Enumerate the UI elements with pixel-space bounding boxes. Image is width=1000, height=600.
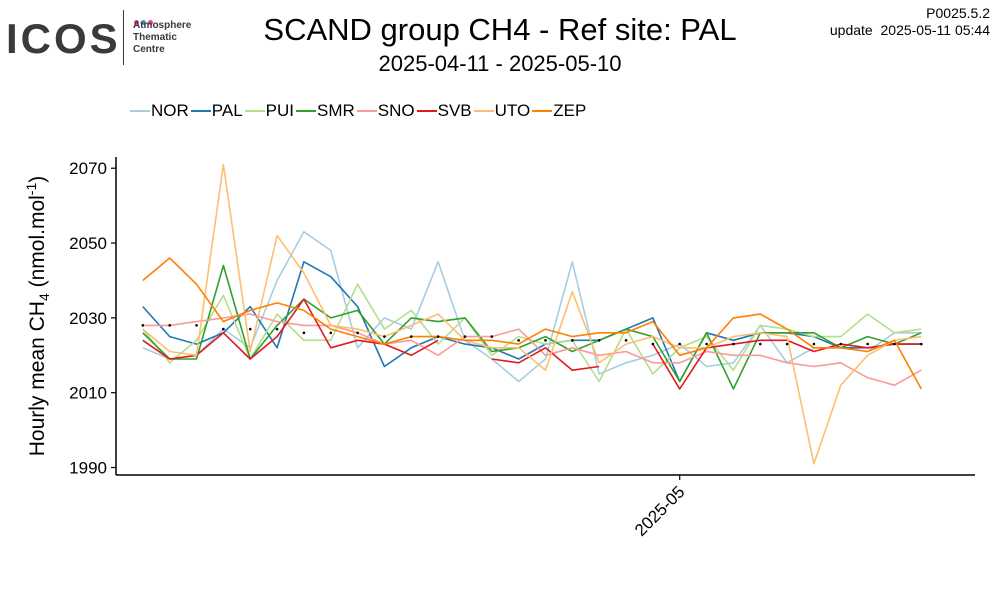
legend-label: UTO: [494, 101, 531, 120]
reference-point: [329, 331, 333, 335]
update-timestamp: update 2025-05-11 05:44: [829, 22, 990, 38]
legend-item-pal: PAL: [190, 101, 243, 121]
legend-label: SNO: [377, 101, 415, 120]
legend-swatch: [532, 110, 553, 112]
legend-swatch: [244, 110, 265, 112]
reference-point: [490, 335, 494, 338]
legend-item-nor: NOR: [130, 101, 189, 121]
legend-label: SVB: [437, 101, 472, 120]
series-line-pui: [142, 283, 922, 383]
legend-label: NOR: [151, 101, 189, 120]
logo-subtitle: Atmosphere Thematic Centre: [133, 20, 191, 56]
reference-point: [920, 342, 923, 346]
reference-point: [571, 339, 574, 342]
legend-item-uto: UTO: [473, 101, 531, 121]
legend-label: PUI: [265, 101, 294, 120]
chart-subtitle: 2025-04-11 - 2025-05-10: [378, 51, 622, 76]
reference-point: [785, 342, 789, 346]
logo-line: Centre: [133, 44, 165, 55]
reference-point: [302, 331, 306, 335]
y-tick-label: 2030: [69, 309, 107, 328]
series-line-sno: [142, 313, 922, 386]
y-axis-label: Hourly mean CH4 (nmol.mol-1): [23, 176, 52, 457]
legend-swatch: [296, 110, 316, 112]
reference-point: [141, 324, 145, 327]
legend-swatch: [416, 110, 437, 112]
reference-point: [705, 342, 708, 346]
reference-point: [222, 327, 225, 331]
legend-item-smr: SMR: [296, 101, 355, 121]
reference-point: [383, 335, 386, 338]
chart-legend: NOR PAL PUI SMR SNO SVB UTO ZEP: [130, 100, 588, 122]
chart-series: [142, 163, 923, 465]
reference-point: [866, 342, 869, 346]
reference-point: [678, 342, 682, 346]
logo-divider: [123, 10, 124, 65]
y-tick-label: 2050: [69, 234, 107, 253]
y-tick-label: 1990: [69, 459, 107, 478]
reference-point: [436, 335, 440, 338]
reference-point: [651, 342, 655, 346]
reference-point: [248, 327, 252, 331]
reference-point: [597, 339, 601, 342]
reference-point: [812, 342, 816, 346]
legend-label: SMR: [317, 101, 355, 120]
legend-item-sno: SNO: [356, 101, 415, 121]
logo-wordmark: ICOS: [6, 15, 121, 62]
reference-point: [195, 324, 198, 327]
logo-dot: [141, 20, 146, 25]
reference-point: [275, 327, 279, 331]
reference-point: [168, 324, 171, 327]
icos-logo: ICOS Atmosphere Thematic Centre: [6, 8, 206, 68]
y-tick-label: 2010: [69, 384, 107, 403]
reference-point: [893, 342, 896, 346]
legend-swatch: [473, 110, 494, 112]
legend-swatch: [190, 110, 211, 112]
series-line-uto: [142, 163, 922, 465]
series-line-pal: [142, 261, 922, 383]
legend-swatch: [356, 110, 377, 112]
reference-point: [839, 342, 843, 346]
legend-label: ZEP: [553, 101, 587, 120]
logo-line: Atmosphere: [133, 20, 192, 31]
chart-title: SCAND group CH4 - Ref site: PAL: [263, 12, 737, 47]
legend-item-pui: PUI: [244, 101, 294, 121]
logo-dot: [148, 20, 153, 25]
reference-point: [758, 342, 762, 346]
reference-point: [544, 339, 547, 342]
reference-points: [141, 324, 923, 346]
series-line-zep: [142, 257, 923, 390]
reference-point: [624, 339, 628, 342]
logo-dots: [134, 12, 155, 30]
logo-dot: [134, 20, 139, 25]
x-tick-label: 2025-05: [631, 482, 689, 540]
reference-point: [409, 335, 413, 338]
legend-item-zep: ZEP: [532, 101, 586, 121]
reference-point: [732, 342, 735, 346]
y-tick-label: 2070: [69, 159, 107, 178]
reference-point: [517, 339, 520, 342]
reference-point: [463, 335, 467, 338]
legend-item-svb: SVB: [416, 101, 472, 121]
legend-label: PAL: [211, 101, 243, 120]
version-label: P0025.5.2: [926, 5, 990, 21]
logo-line: Thematic: [133, 32, 177, 43]
legend-swatch: [130, 110, 150, 112]
reference-point: [356, 331, 359, 335]
